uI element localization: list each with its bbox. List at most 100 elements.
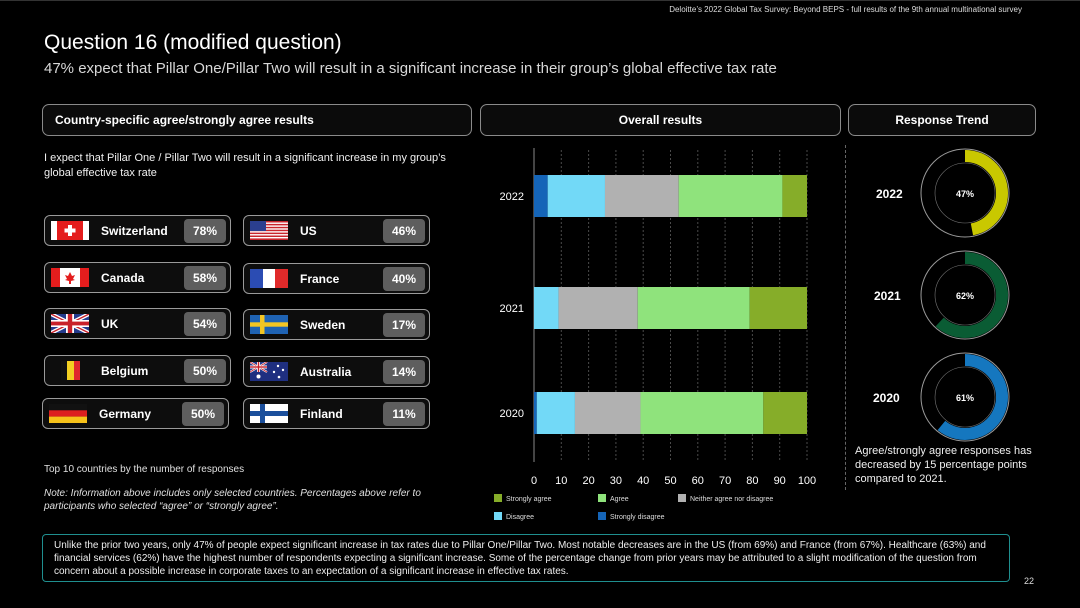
country-name: Germany xyxy=(99,406,152,421)
legend-label: Disagree xyxy=(506,514,534,521)
country-percent: 11% xyxy=(383,401,425,426)
country-percent: 17% xyxy=(383,312,425,337)
finland-flag-icon xyxy=(250,404,288,423)
belgium-flag-icon xyxy=(61,361,80,380)
country-card-uk: UK 54% xyxy=(44,308,231,339)
donut-value-label: 61% xyxy=(956,393,974,403)
bar-segment xyxy=(604,175,679,217)
country-name: Switzerland xyxy=(101,223,168,238)
x-tick-label: 70 xyxy=(719,475,731,487)
country-percent: 78% xyxy=(184,218,226,243)
country-percent: 46% xyxy=(383,218,425,243)
donut-inner-ring xyxy=(934,366,996,428)
legend-label: Strongly disagree xyxy=(610,514,665,521)
category-label: 2022 xyxy=(500,191,524,203)
australia-flag-icon xyxy=(250,362,288,381)
panel-divider xyxy=(845,145,846,490)
country-name: Australia xyxy=(300,364,352,379)
category-label: 2021 xyxy=(500,303,524,315)
country-name: France xyxy=(300,271,340,286)
sweden-flag-icon xyxy=(250,315,288,334)
country-card-finland: Finland 11% xyxy=(243,398,430,429)
donut-arc-2020 xyxy=(937,354,1008,440)
legend-swatch xyxy=(598,512,606,520)
country-card-canada: Canada 58% xyxy=(44,262,231,293)
legend-swatch xyxy=(494,494,502,502)
x-tick-label: 50 xyxy=(664,475,676,487)
donut-outline xyxy=(920,148,1010,238)
legend-label: Agree xyxy=(610,496,629,503)
germany-flag-icon xyxy=(49,404,87,423)
page-subtitle: 47% expect that Pillar One/Pillar Two wi… xyxy=(44,60,777,77)
uk-flag-icon xyxy=(51,314,89,333)
x-tick-label: 30 xyxy=(610,475,622,487)
donut-inner-ring xyxy=(934,264,996,326)
country-percent: 50% xyxy=(184,358,226,383)
bar-segment xyxy=(574,392,641,434)
trend-donuts: 47% 62% 61% xyxy=(920,148,1010,442)
donut-value-label: 62% xyxy=(956,291,974,301)
country-percent: 14% xyxy=(383,359,425,384)
trend-summary: Agree/strongly agree responses has decre… xyxy=(855,445,1032,485)
bar-segment xyxy=(536,392,575,434)
trend-year-2021: 2021 xyxy=(874,289,901,303)
bar-segment xyxy=(534,175,548,217)
trend-panel-header: Response Trend xyxy=(848,104,1036,136)
x-tick-label: 40 xyxy=(637,475,649,487)
donut-arc-2022 xyxy=(964,150,1008,236)
x-tick-label: 90 xyxy=(774,475,786,487)
bar-segment xyxy=(640,392,764,434)
country-card-australia: Australia 14% xyxy=(243,356,430,387)
donut-outline xyxy=(920,250,1010,340)
trend-year-2022: 2022 xyxy=(876,187,903,201)
country-name: Belgium xyxy=(101,363,149,378)
trend-year-2020: 2020 xyxy=(873,391,900,405)
donut-inner-ring xyxy=(934,162,996,224)
overall-panel-header: Overall results xyxy=(480,104,841,136)
note-text: Note: Information above includes only se… xyxy=(44,488,421,512)
bar-segment xyxy=(782,175,807,217)
country-percent: 50% xyxy=(182,401,224,426)
country-percent: 54% xyxy=(184,311,226,336)
bar-segment xyxy=(749,287,807,329)
source-line: Deloitte’s 2022 Global Tax Survey: Beyon… xyxy=(669,5,1022,14)
legend-label: Neither agree nor disagree xyxy=(690,496,773,503)
donut-arc-2021 xyxy=(935,252,1008,338)
footer-commentary: Unlike the prior two years, only 47% of … xyxy=(42,534,1010,582)
legend-swatch xyxy=(678,494,686,502)
legend-swatch xyxy=(598,494,606,502)
us-flag-icon xyxy=(250,221,288,240)
country-card-france: France 40% xyxy=(243,263,430,294)
donut-outline xyxy=(920,352,1010,442)
top-rule xyxy=(0,0,1080,1)
bar-segment xyxy=(534,392,537,434)
country-name: UK xyxy=(101,316,119,331)
page-title: Question 16 (modified question) xyxy=(44,31,342,54)
country-name: Sweden xyxy=(300,317,346,332)
country-card-belgium: Belgium 50% xyxy=(44,355,231,386)
x-tick-label: 100 xyxy=(798,475,816,487)
x-tick-label: 80 xyxy=(746,475,758,487)
x-tick-label: 0 xyxy=(531,475,537,487)
x-tick-label: 20 xyxy=(582,475,594,487)
country-name: Finland xyxy=(300,406,343,421)
country-panel-header: Country-specific agree/strongly agree re… xyxy=(42,104,472,136)
country-card-switzerland: Switzerland 78% xyxy=(44,215,231,246)
country-card-germany: Germany 50% xyxy=(42,398,229,429)
country-card-us: US 46% xyxy=(243,215,430,246)
bar-segment xyxy=(637,287,750,329)
country-percent: 58% xyxy=(184,265,226,290)
category-label: 2020 xyxy=(500,408,524,420)
country-name: Canada xyxy=(101,270,145,285)
page-number: 22 xyxy=(1023,576,1034,586)
legend-swatch xyxy=(494,512,502,520)
bar-segment xyxy=(534,287,559,329)
country-name: US xyxy=(300,223,317,238)
canada-flag-icon xyxy=(51,268,89,287)
legend-label: Strongly agree xyxy=(506,496,552,503)
bar-segment xyxy=(547,175,605,217)
bar-segment xyxy=(763,392,807,434)
bar-segment xyxy=(558,287,638,329)
x-tick-label: 10 xyxy=(555,475,567,487)
country-card-sweden: Sweden 17% xyxy=(243,309,430,340)
